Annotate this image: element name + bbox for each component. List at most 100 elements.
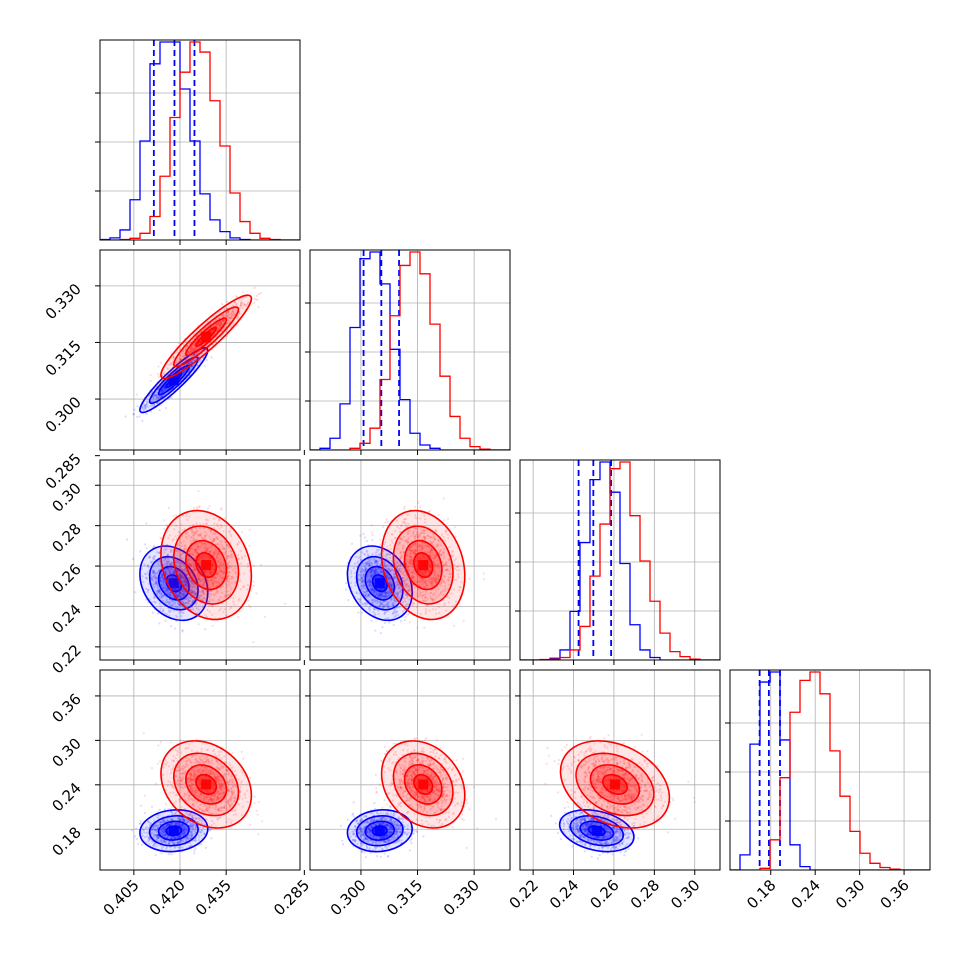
contour-red [195,552,218,579]
x-tick-label: 0.435 [192,876,235,919]
panel-content [310,250,510,450]
density-peak [201,560,212,571]
panel-2-2 [515,459,721,665]
panel-content [100,460,300,660]
density-peak [418,560,429,571]
contour-red [392,752,454,817]
contour-red [173,525,240,605]
contour-red [403,539,443,591]
histogram-blue [520,461,720,660]
panel-frame [309,459,511,661]
x-tick-label: 0.405 [100,876,143,919]
y-tick-label: 0.300 [42,393,85,436]
contour-blue [148,815,199,847]
histogram-blue [730,671,930,870]
y-tick-label: 0.18 [48,823,84,859]
y-tick-label: 0.36 [48,690,84,726]
histogram-red [100,41,300,240]
panel-content [520,670,720,870]
contour-blue [157,820,190,841]
panel-content [730,670,930,870]
density-peak [418,779,429,790]
x-tick-label: 0.285 [270,876,313,919]
y-tick-label: 0.330 [42,280,85,323]
contour-red [589,764,641,805]
contour-blue [165,825,183,837]
x-tick-label: 0.22 [506,876,542,912]
x-tick-label: 0.315 [383,876,426,919]
y-tick-label: 0.24 [48,779,84,815]
density-peak [168,375,179,386]
x-tick-label: 0.36 [877,876,913,912]
x-tick-label: 0.24 [546,876,582,912]
panel-frame [729,669,931,871]
density-peak [591,825,602,836]
density-peak [201,331,212,342]
contour-blue [148,356,199,405]
panel-frame [519,669,721,871]
contour-blue [579,820,615,841]
panel-frame [99,459,301,661]
panel-3-2 [515,669,721,875]
panel-content [310,460,510,660]
contour-red [160,294,253,380]
panel-frame [519,459,721,661]
contour-red [160,740,253,829]
panel-frame [309,249,511,451]
contour-blue [148,555,199,611]
contour-blue [558,809,635,853]
panel-content [100,250,300,450]
y-tick-label: 0.26 [48,560,84,596]
contour-red [413,773,434,796]
contour-red [173,752,240,817]
density-peak [609,779,620,790]
contour-red [173,306,240,368]
contour-blue [364,820,396,841]
histogram-red [310,251,510,450]
contour-red [195,773,218,796]
density-peak [374,825,385,836]
contour-blue [346,809,413,853]
y-tick-label: 0.30 [48,734,84,770]
panel-content [100,40,300,240]
contour-red [403,764,443,805]
contour-blue [587,825,606,837]
contour-red [413,552,434,579]
density-peak [374,578,385,589]
contour-red [575,752,655,817]
density-peak [168,578,179,589]
panel-0-0 [95,39,301,245]
contour-red [185,317,228,357]
histogram-blue [100,41,300,240]
contour-blue [364,565,396,601]
panel-frame [99,669,301,871]
contour-blue [165,372,183,389]
panel-2-0 [95,459,301,665]
panel-3-1 [303,669,511,875]
contour-red [380,509,466,621]
contour-red [160,509,253,621]
histogram-red [520,461,720,660]
x-tick-label: 0.420 [146,876,189,919]
contour-blue [371,825,388,837]
contour-blue [569,815,625,847]
panel-2-1 [303,459,511,665]
panel-frame [99,39,301,241]
contour-red [380,740,466,829]
y-tick-label: 0.24 [48,601,84,637]
panel-content [100,670,300,870]
y-tick-label: 0.28 [48,520,84,556]
panel-1-1 [303,249,511,455]
density-peak [201,779,212,790]
x-tick-label: 0.24 [788,876,824,912]
histogram-red [730,671,930,870]
contour-red [185,764,228,805]
contour-red [392,525,454,605]
panel-content [520,460,720,660]
contour-blue [139,545,209,622]
x-tick-label: 0.18 [743,876,779,912]
x-tick-label: 0.26 [586,876,622,912]
contour-blue [157,565,190,601]
panel-3-3 [725,669,931,875]
